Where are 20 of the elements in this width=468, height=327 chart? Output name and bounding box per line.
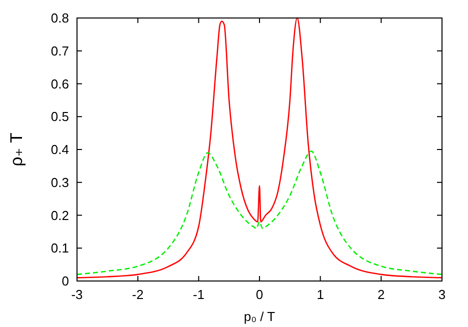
- x-tick-label: -1: [192, 287, 204, 302]
- y-tick-label: 0.2: [50, 208, 69, 223]
- y-tick-label: 0: [62, 274, 69, 289]
- y-axis-title: ρ₊ T: [7, 132, 26, 166]
- y-tick-label: 0.3: [50, 174, 69, 190]
- y-tick-label: 0.1: [50, 240, 69, 256]
- y-tick-label: 0.4: [50, 142, 69, 158]
- x-tick-label: -3: [71, 287, 83, 302]
- x-tick-label: 3: [438, 287, 446, 302]
- y-tick-label: 0.5: [50, 109, 69, 124]
- x-tick-label: 1: [316, 287, 324, 302]
- line-series: [76, 150, 443, 276]
- x-tick-label: 2: [378, 287, 385, 302]
- line-series: [76, 17, 443, 278]
- y-tick-label: 0.7: [50, 43, 69, 58]
- x-tick-label: 0: [256, 287, 264, 302]
- x-axis-title: p₀ / T: [244, 309, 276, 324]
- y-tick-label: 0.8: [50, 10, 69, 26]
- x-tick-label: -2: [132, 287, 144, 302]
- y-tick-label: 0.6: [50, 76, 69, 92]
